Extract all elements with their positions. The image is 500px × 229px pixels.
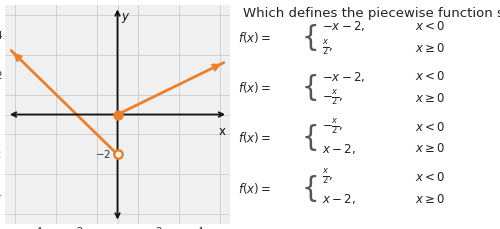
Text: $x < 0$: $x < 0$ <box>415 70 446 83</box>
Text: $\{$: $\{$ <box>301 123 318 153</box>
Text: Which defines the piecewise function shown?: Which defines the piecewise function sho… <box>243 7 500 20</box>
Text: $-x - 2,$: $-x - 2,$ <box>322 19 366 33</box>
Text: $\{$: $\{$ <box>301 22 318 53</box>
Text: $\frac{x}{2},$: $\frac{x}{2},$ <box>322 168 334 187</box>
Text: $-\frac{x}{2},$: $-\frac{x}{2},$ <box>322 89 344 108</box>
Text: $x - 2,$: $x - 2,$ <box>322 142 356 156</box>
Text: $x < 0$: $x < 0$ <box>415 121 446 134</box>
Text: $x \geq 0$: $x \geq 0$ <box>415 142 446 155</box>
Text: $f(x) =$: $f(x) =$ <box>238 30 271 45</box>
Text: $x < 0$: $x < 0$ <box>415 20 446 33</box>
Text: $x - 2,$: $x - 2,$ <box>322 192 356 206</box>
Text: $x \geq 0$: $x \geq 0$ <box>415 193 446 206</box>
Text: $\{$: $\{$ <box>301 173 318 204</box>
Text: $x < 0$: $x < 0$ <box>415 171 446 184</box>
Text: $f(x) =$: $f(x) =$ <box>238 181 271 196</box>
Text: $f(x) =$: $f(x) =$ <box>238 131 271 145</box>
Text: $\frac{x}{2},$: $\frac{x}{2},$ <box>322 38 334 58</box>
Text: $-\frac{x}{2},$: $-\frac{x}{2},$ <box>322 117 344 137</box>
Text: $x \geq 0$: $x \geq 0$ <box>415 42 446 55</box>
Text: $-2$: $-2$ <box>95 148 112 161</box>
Text: $f(x) =$: $f(x) =$ <box>238 80 271 95</box>
Text: $-x - 2,$: $-x - 2,$ <box>322 70 366 84</box>
Text: x: x <box>219 125 226 139</box>
Text: $x \geq 0$: $x \geq 0$ <box>415 92 446 105</box>
Text: $\{$: $\{$ <box>301 72 318 103</box>
Text: y: y <box>121 10 128 23</box>
